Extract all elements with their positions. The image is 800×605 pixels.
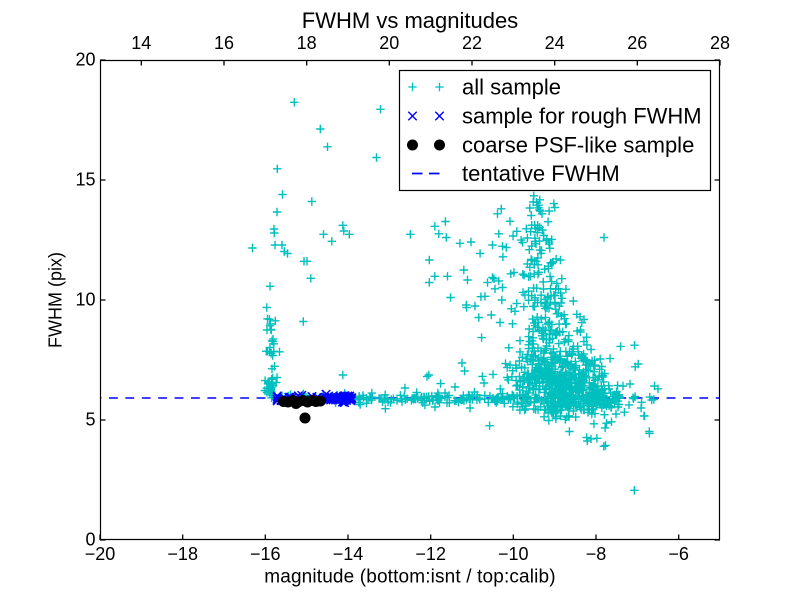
- svg-text:−16: −16: [250, 544, 281, 564]
- svg-text:−8: −8: [586, 544, 607, 564]
- svg-text:FWHM vs magnitudes: FWHM vs magnitudes: [302, 8, 518, 33]
- svg-text:14: 14: [131, 33, 151, 53]
- svg-text:24: 24: [545, 33, 565, 53]
- svg-text:20: 20: [75, 49, 95, 69]
- svg-text:10: 10: [75, 289, 95, 309]
- svg-text:26: 26: [627, 33, 647, 53]
- svg-text:−14: −14: [333, 544, 364, 564]
- svg-text:coarse PSF-like sample: coarse PSF-like sample: [462, 133, 694, 158]
- svg-text:−18: −18: [167, 544, 198, 564]
- svg-text:20: 20: [379, 33, 399, 53]
- svg-text:5: 5: [85, 409, 95, 429]
- svg-text:all sample: all sample: [462, 75, 561, 100]
- svg-text:tentative FWHM: tentative FWHM: [462, 161, 620, 186]
- svg-text:0: 0: [85, 529, 95, 549]
- svg-text:−20: −20: [85, 544, 116, 564]
- svg-text:sample for rough FWHM: sample for rough FWHM: [462, 104, 702, 129]
- svg-text:−12: −12: [415, 544, 446, 564]
- svg-text:22: 22: [462, 33, 482, 53]
- svg-text:16: 16: [214, 33, 234, 53]
- svg-text:18: 18: [297, 33, 317, 53]
- svg-text:−10: −10: [498, 544, 529, 564]
- svg-text:−6: −6: [668, 544, 689, 564]
- svg-text:28: 28: [710, 33, 730, 53]
- svg-text:15: 15: [75, 169, 95, 189]
- svg-text:magnitude (bottom:isnt / top:c: magnitude (bottom:isnt / top:calib): [264, 566, 555, 587]
- svg-text:FWHM (pix): FWHM (pix): [46, 252, 66, 348]
